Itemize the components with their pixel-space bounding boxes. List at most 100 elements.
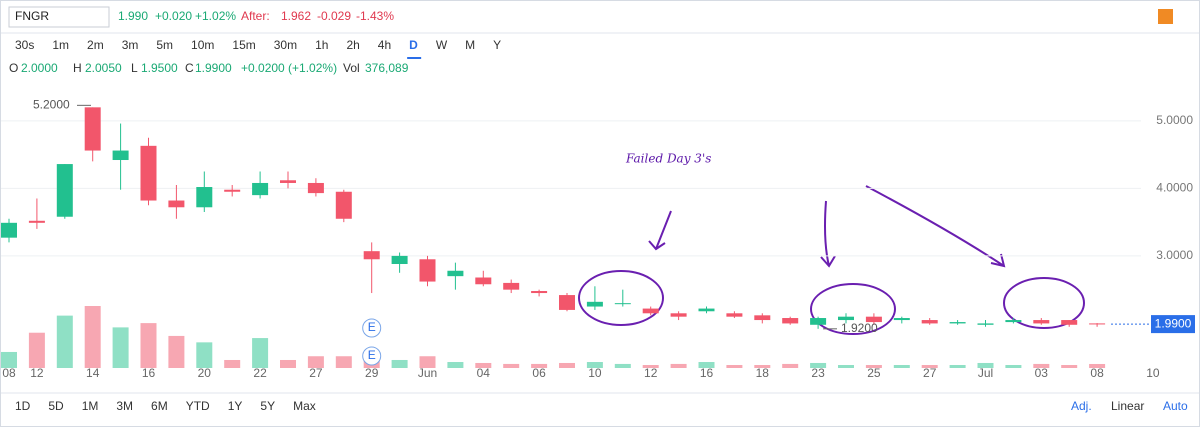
candle-body	[865, 316, 882, 323]
circle	[578, 270, 664, 326]
after-change: -0.029	[317, 9, 351, 23]
earnings-marker[interactable]	[362, 318, 382, 338]
symbol-box[interactable]	[8, 6, 110, 28]
volume-bar	[865, 365, 882, 368]
candle-body	[307, 182, 324, 194]
candle-body	[1061, 320, 1078, 325]
candle-body	[419, 259, 436, 282]
x-tick-label: 20	[198, 366, 212, 380]
volume-bar	[810, 362, 827, 368]
range[interactable]: 1M	[82, 399, 99, 413]
candle-body	[28, 220, 45, 223]
candle-body	[642, 308, 659, 314]
annotation: Failed Day 3's	[625, 152, 711, 166]
auto[interactable]: Auto	[1163, 399, 1188, 413]
x-tick-label: 29	[365, 366, 379, 380]
volume-bar	[56, 315, 73, 368]
x-tick-label: 10	[1146, 366, 1160, 380]
timeframe[interactable]: 2h	[346, 38, 359, 52]
x-tick-label: Jul	[978, 366, 993, 380]
timeframe[interactable]: 10m	[191, 38, 214, 52]
volume-bar	[475, 362, 492, 368]
timeframe[interactable]: W	[436, 38, 448, 52]
timeframe[interactable]: 30s	[15, 38, 34, 52]
after-label: After:	[241, 9, 270, 23]
volume-bar	[307, 356, 324, 368]
h-value: 2.0050	[85, 61, 122, 75]
x-tick-label: 12	[644, 366, 658, 380]
candle-body	[363, 251, 380, 260]
earnings-label: E	[368, 348, 376, 362]
timeframe[interactable]: 3m	[122, 38, 139, 52]
timeframe[interactable]: D	[409, 38, 418, 52]
after-price: 1.962	[281, 9, 311, 23]
volume-bar	[782, 363, 799, 368]
strip-change: +0.0200 (+1.02%)	[241, 61, 337, 75]
x-tick-label: 16	[700, 366, 714, 380]
x-tick-label: 12	[30, 366, 44, 380]
timeframe[interactable]: 30m	[274, 38, 297, 52]
change: +0.020	[155, 9, 192, 23]
range[interactable]: 1D	[15, 399, 31, 413]
vol-label: Vol	[343, 61, 360, 75]
timeframe[interactable]: 4h	[378, 38, 391, 52]
volume-bar	[754, 365, 771, 368]
candle-body	[754, 315, 771, 321]
candle-body	[252, 182, 269, 196]
x-tick-label: 08	[2, 366, 16, 380]
x-tick-label: 06	[532, 366, 546, 380]
range[interactable]: 5Y	[260, 399, 275, 413]
l-value: 1.9500	[141, 61, 178, 75]
timeframe[interactable]: Y	[493, 38, 501, 52]
volume-bar	[224, 359, 241, 368]
timeframe[interactable]: M	[465, 38, 475, 52]
timeframe[interactable]: 15m	[232, 38, 255, 52]
x-tick-label: 14	[86, 366, 100, 380]
h-label: H	[73, 61, 82, 75]
volume-bar	[977, 362, 994, 368]
volume-bar	[1005, 365, 1022, 368]
volume-bar	[698, 362, 715, 368]
candle-body	[280, 180, 296, 183]
volume-bar	[1, 351, 17, 368]
y-tick-label: 4.0000	[1156, 181, 1193, 195]
earnings-marker[interactable]	[362, 346, 382, 366]
range[interactable]: 6M	[151, 399, 168, 413]
alert-icon[interactable]	[1158, 9, 1173, 24]
x-tick-label: 10	[588, 366, 602, 380]
range[interactable]: 5D	[48, 399, 64, 413]
timeframe[interactable]: 1m	[52, 38, 69, 52]
c-value: 1.9900	[195, 61, 232, 75]
scale[interactable]: Linear	[1111, 399, 1144, 413]
volume-bar	[140, 323, 157, 368]
timeframe[interactable]: 1h	[315, 38, 328, 52]
arrow	[820, 200, 836, 268]
candle-body	[782, 318, 799, 324]
volume-bar	[280, 359, 296, 368]
low-label: 1.9200	[841, 321, 878, 335]
candle-body	[503, 282, 520, 290]
candle-body	[921, 320, 938, 324]
adj[interactable]: Adj.	[1071, 399, 1092, 413]
volume-bar	[335, 356, 352, 368]
x-tick-label: 25	[867, 366, 881, 380]
volume-bar	[586, 362, 603, 368]
volume-bar	[531, 363, 548, 368]
timeframe[interactable]: 5m	[156, 38, 173, 52]
candle-body	[949, 322, 966, 324]
range[interactable]: Max	[293, 399, 316, 413]
range[interactable]: 3M	[116, 399, 133, 413]
candle-body	[335, 191, 352, 219]
range[interactable]: YTD	[186, 399, 210, 413]
volume-bar	[503, 363, 520, 368]
volume-bar	[670, 363, 687, 368]
last-price-label: 1.9900	[1155, 316, 1192, 330]
timeframe[interactable]: 2m	[87, 38, 104, 52]
candle-body	[475, 277, 492, 285]
x-tick-label: 27	[309, 366, 323, 380]
y-tick-label: 5.0000	[1156, 113, 1193, 127]
range[interactable]: 1Y	[228, 399, 243, 413]
volume-bar	[642, 365, 659, 368]
y-tick-label: 3.0000	[1156, 248, 1193, 262]
